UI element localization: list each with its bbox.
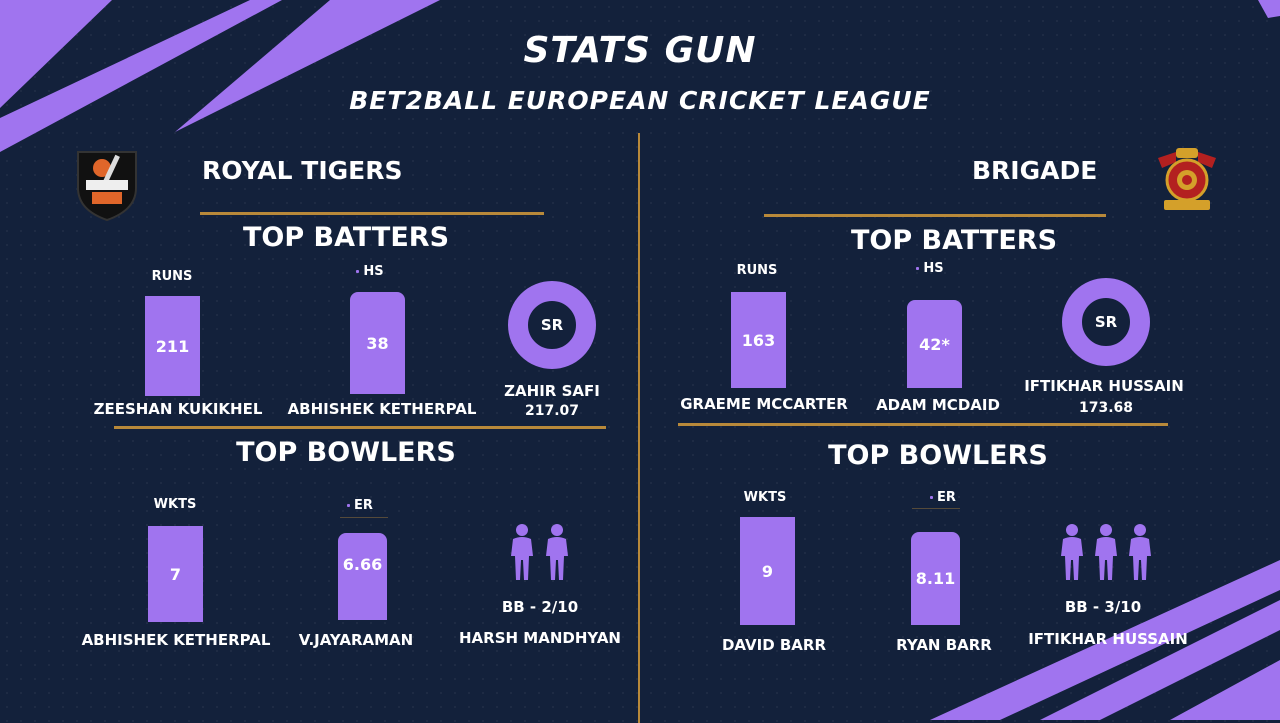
top-batters-heading-left: TOP BATTERS xyxy=(242,222,450,253)
top-bowlers-heading-left: TOP BOWLERS xyxy=(236,437,456,468)
sr-value-left: 217.07 xyxy=(524,403,580,419)
er-player-left: V.JAYARAMAN xyxy=(298,631,414,649)
runs-player-left: ZEESHAN KUKIKHEL xyxy=(93,400,263,418)
dot-marker xyxy=(930,496,934,499)
er-label-right: ER xyxy=(913,490,973,505)
runs-label-right: RUNS xyxy=(736,263,778,278)
center-divider xyxy=(638,133,640,723)
page-title: STATS GUN xyxy=(523,30,757,71)
dot-marker xyxy=(347,504,351,507)
bb-label-left: BB - 2/10 xyxy=(501,598,579,616)
hs-player-left: ABHISHEK KETHERPAL xyxy=(287,400,477,418)
er-underline-right xyxy=(912,508,960,509)
runs-bar-left: 211 xyxy=(145,296,200,396)
royal-tigers-logo xyxy=(72,146,142,226)
wkts-label-right: WKTS xyxy=(743,490,787,505)
er-label-text-right: ER xyxy=(937,490,956,505)
people-icon xyxy=(1056,522,1156,586)
sr-value-right: 173.68 xyxy=(1078,400,1134,416)
dot-marker xyxy=(916,267,920,270)
section-divider-right xyxy=(678,423,1168,426)
sr-player-left: ZAHIR SAFI xyxy=(504,382,600,400)
wkts-player-left: ABHISHEK KETHERPAL xyxy=(81,631,271,649)
team-underline-left xyxy=(200,212,544,215)
hs-label-text-left: HS xyxy=(363,264,384,279)
wkts-player-right: DAVID BARR xyxy=(721,636,827,654)
bb-label-right: BB - 3/10 xyxy=(1064,598,1142,616)
hs-label-text-right: HS xyxy=(923,261,944,276)
er-player-right: RYAN BARR xyxy=(896,636,992,654)
runs-player-right: GRAEME MCCARTER xyxy=(680,395,848,413)
er-bar-right: 8.11 xyxy=(911,532,960,625)
brigade-logo xyxy=(1154,144,1220,218)
er-label-text-left: ER xyxy=(354,498,373,513)
sr-donut-left: SR xyxy=(508,281,596,369)
bb-player-right: IFTIKHAR HUSSAIN xyxy=(1028,630,1188,648)
team-name-left: ROYAL TIGERS xyxy=(202,156,403,185)
hs-player-right: ADAM MCDAID xyxy=(876,396,1000,414)
runs-label-left: RUNS xyxy=(151,269,193,284)
er-underline-left xyxy=(340,517,388,518)
team-name-right: BRIGADE xyxy=(972,156,1098,185)
hs-bar-left: 38 xyxy=(350,292,405,394)
hs-label-right: HS xyxy=(900,261,960,276)
page-subtitle: BET2BALL EUROPEAN CRICKET LEAGUE xyxy=(349,86,931,115)
bb-player-left: HARSH MANDHYAN xyxy=(459,629,621,647)
team-underline-right xyxy=(764,214,1106,217)
wkts-label-left: WKTS xyxy=(153,497,197,512)
er-bar-left: 6.66 xyxy=(338,533,387,620)
wkts-bar-left: 7 xyxy=(148,526,203,622)
top-batters-heading-right: TOP BATTERS xyxy=(850,225,1058,256)
hs-bar-right: 42* xyxy=(907,300,962,388)
er-label-left: ER xyxy=(330,498,390,513)
section-divider-left xyxy=(114,426,606,429)
top-bowlers-heading-right: TOP BOWLERS xyxy=(828,440,1048,471)
hs-label-left: HS xyxy=(340,264,400,279)
sr-donut-right: SR xyxy=(1062,278,1150,366)
wkts-bar-right: 9 xyxy=(740,517,795,625)
sr-player-right: IFTIKHAR HUSSAIN xyxy=(1024,377,1184,395)
people-icon xyxy=(505,522,575,586)
dot-marker xyxy=(356,270,360,273)
runs-bar-right: 163 xyxy=(731,292,786,388)
